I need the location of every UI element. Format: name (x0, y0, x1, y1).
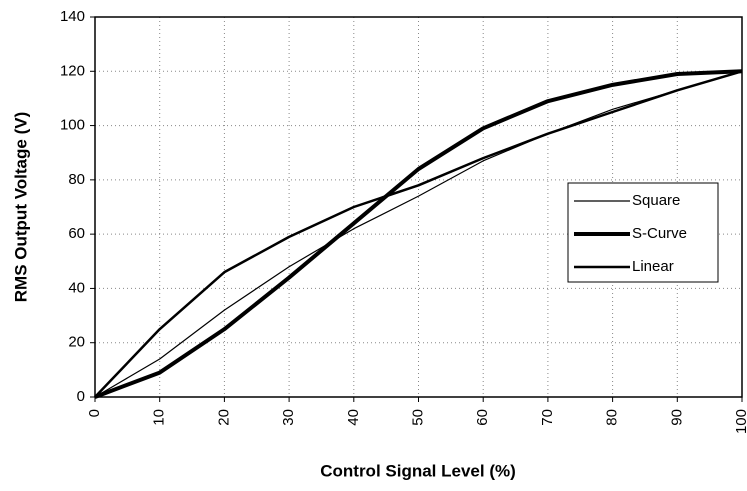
y-axis-title: RMS Output Voltage (V) (11, 112, 30, 302)
legend-label: Linear (632, 258, 674, 275)
series-line (94, 70, 743, 398)
x-tick-label: 70 (539, 409, 556, 426)
y-tick-label: 100 (60, 117, 85, 134)
y-tick-label: 20 (68, 334, 85, 351)
y-tick-label: 40 (68, 279, 85, 296)
x-tick-label: 60 (474, 409, 491, 426)
y-tick-label: 0 (77, 388, 85, 405)
x-tick-label: 50 (409, 409, 426, 426)
series-line (94, 69, 743, 399)
x-tick-label: 40 (345, 409, 362, 426)
x-tick-label: 80 (604, 409, 621, 426)
y-tick-label: 120 (60, 62, 85, 79)
x-axis-title: Control Signal Level (%) (320, 461, 516, 480)
y-tick-label: 80 (68, 171, 85, 188)
x-tick-label: 90 (668, 409, 685, 426)
x-tick-label: 0 (86, 409, 103, 417)
x-tick-label: 30 (280, 409, 297, 426)
plot-frame (94, 16, 743, 398)
legend-label: Square (632, 192, 680, 209)
y-tick-label: 140 (60, 8, 85, 25)
legend-label: S-Curve (632, 225, 687, 242)
y-tick-label: 60 (68, 225, 85, 242)
x-tick-label: 20 (215, 409, 232, 426)
x-tick-label: 100 (733, 409, 747, 434)
x-tick-label: 10 (151, 409, 168, 426)
series-line (94, 70, 743, 398)
